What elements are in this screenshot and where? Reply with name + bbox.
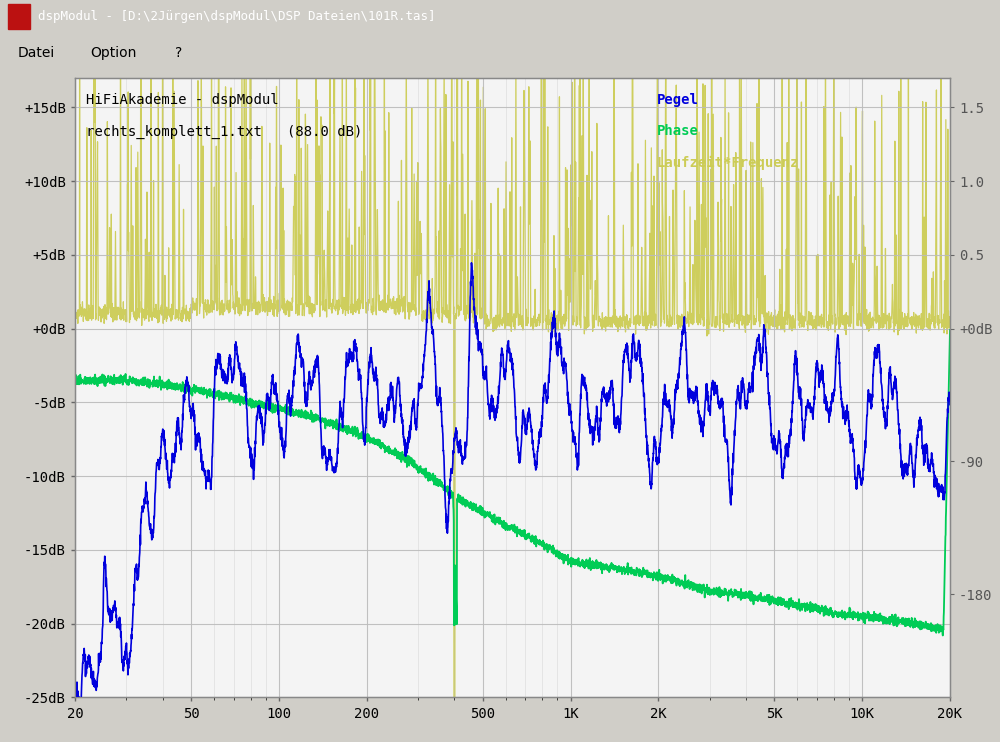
Text: Datei: Datei (18, 46, 55, 60)
Bar (8, 4, 30, 30)
Text: dspModul - [D:\2Jürgen\dspModul\DSP Dateien\101R.tas]: dspModul - [D:\2Jürgen\dspModul\DSP Date… (38, 10, 436, 23)
Text: rechts_komplett_1.txt   (88.0 dB): rechts_komplett_1.txt (88.0 dB) (86, 125, 362, 139)
Text: HiFiAkademie - dspModul: HiFiAkademie - dspModul (86, 93, 278, 108)
Text: Laufzeit*Frequenz: Laufzeit*Frequenz (657, 155, 799, 169)
Text: ?: ? (175, 46, 182, 60)
Text: Phase: Phase (657, 125, 699, 138)
Text: Pegel: Pegel (657, 93, 699, 108)
Text: Option: Option (90, 46, 136, 60)
